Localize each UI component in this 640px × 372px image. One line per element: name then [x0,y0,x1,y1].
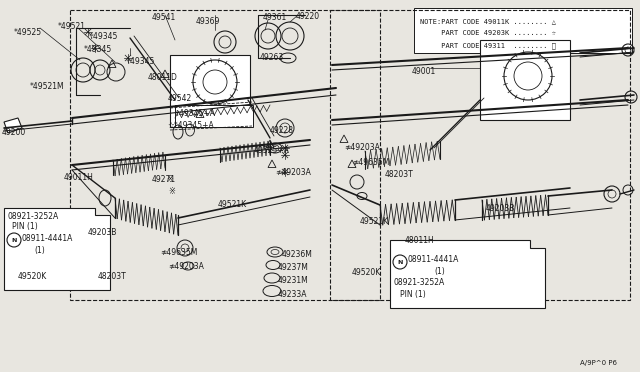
Text: ※: ※ [168,187,175,196]
Text: 49369: 49369 [196,17,220,26]
Text: *49521: *49521 [58,22,86,31]
Text: 08921-3252A: 08921-3252A [8,212,60,221]
Text: 49220: 49220 [296,12,320,21]
Text: *49521M: *49521M [30,82,65,91]
Text: 49233A: 49233A [278,290,307,299]
Text: PIN (1): PIN (1) [12,222,38,231]
Text: 08911-4441A: 08911-4441A [22,234,74,243]
Text: 49011H: 49011H [64,173,94,182]
Text: ≉49203A: ≉49203A [168,262,204,271]
Text: 48011D: 48011D [148,73,178,82]
Circle shape [393,255,407,269]
Text: 49237M: 49237M [278,263,309,272]
Text: (1): (1) [34,246,45,255]
Text: 49541: 49541 [152,13,176,22]
Text: A/9P^0 P6: A/9P^0 P6 [580,360,617,366]
Text: 49203B: 49203B [88,228,117,237]
Text: ☦49345: ☦49345 [125,57,154,66]
Text: PART CODE 49203K ........ ☆: PART CODE 49203K ........ ☆ [420,30,556,36]
Text: (1): (1) [434,267,445,276]
Text: 48203T: 48203T [385,170,413,179]
Text: 49525+A: 49525+A [254,146,290,155]
Text: ☆*49345+A: ☆*49345+A [168,121,215,130]
Text: ☦49345+A: ☦49345+A [174,109,215,118]
Bar [330,10,630,300]
Text: N: N [12,237,17,243]
Bar [414,8,632,53]
Text: ☦49345: ☦49345 [88,32,117,41]
Text: 49263: 49263 [260,53,284,62]
Text: 49361: 49361 [263,13,287,22]
Text: N: N [397,260,403,264]
Circle shape [7,233,21,247]
Text: 49228: 49228 [270,126,294,135]
Text: 48203T: 48203T [98,272,127,281]
Text: 49542: 49542 [168,94,192,103]
Text: 08911-4441A: 08911-4441A [408,255,460,264]
Polygon shape [4,118,22,133]
Text: 49271: 49271 [152,175,176,184]
Text: 49200: 49200 [2,128,26,137]
Text: 49521K: 49521K [360,217,389,226]
Bar [170,55,250,127]
Text: 08921-3252A: 08921-3252A [393,278,444,287]
Text: 49521K: 49521K [218,200,247,209]
Text: *49525: *49525 [14,28,42,37]
Text: 49001: 49001 [412,67,436,76]
Polygon shape [4,208,110,290]
Bar [480,40,570,120]
Bar [175,105,253,127]
Text: 49236M: 49236M [282,250,313,259]
Text: 48011H: 48011H [405,236,435,245]
Text: 49203B: 49203B [486,204,515,213]
Text: 49520K: 49520K [352,268,381,277]
Polygon shape [390,240,545,308]
Text: NOTE:PART CODE 49011K ........ △: NOTE:PART CODE 49011K ........ △ [420,18,556,24]
Text: ≉49635M: ≉49635M [160,248,197,257]
Text: ≉49203A: ≉49203A [275,168,311,177]
Text: ≉49203A: ≉49203A [344,143,380,152]
Text: PIN (1): PIN (1) [400,290,426,299]
Text: 49231M: 49231M [278,276,308,285]
Text: PART CODE 49311  ........ ※: PART CODE 49311 ........ ※ [420,42,556,49]
Text: 49520K: 49520K [18,272,47,281]
Text: ※: ※ [166,176,173,185]
Bar [70,10,380,300]
Text: *49345: *49345 [84,45,112,54]
Text: ≉49635M: ≉49635M [352,158,389,167]
